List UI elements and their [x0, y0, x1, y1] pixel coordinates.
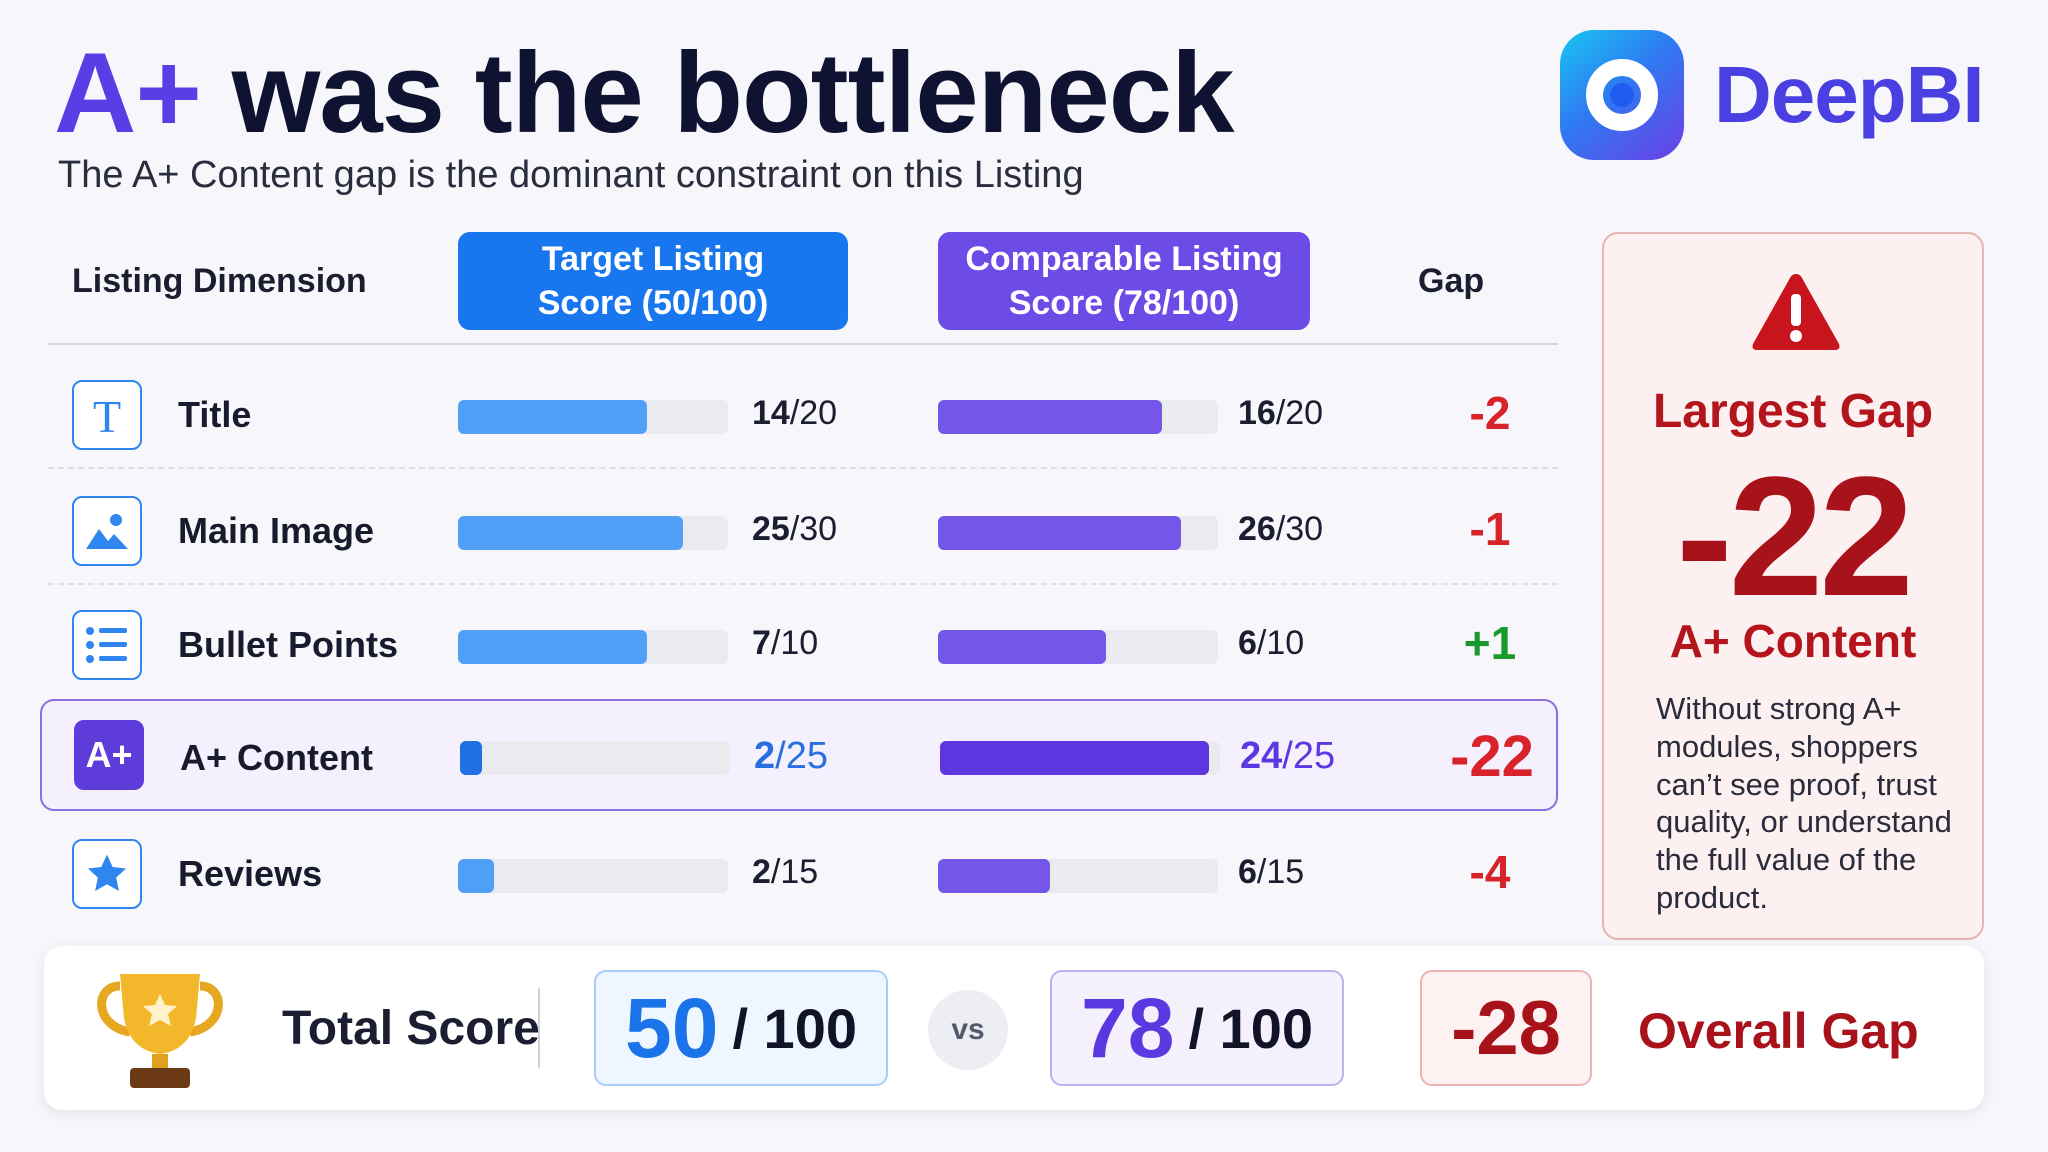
comparable-bar-fill — [938, 516, 1181, 550]
overall-gap-value: -28 — [1451, 985, 1561, 1071]
panel-description: Without strong A+ modules, shoppers can’… — [1656, 691, 1952, 916]
column-header-target-line1: Target Listing — [541, 239, 765, 278]
row-label: Title — [178, 394, 252, 435]
header-divider — [48, 343, 1558, 345]
target-score: 2/25 — [754, 735, 828, 777]
column-header-comparable-line2: Score (78/100) — [1008, 284, 1240, 322]
comparable-bar — [940, 741, 1220, 775]
trophy-icon — [90, 968, 230, 1097]
comparable-score: 26/30 — [1238, 510, 1324, 548]
column-header-dimension: Listing Dimension — [72, 262, 367, 300]
total-target-out-of: / 100 — [732, 996, 857, 1060]
total-comparable-value: 78 — [1081, 980, 1175, 1075]
list-icon — [72, 610, 142, 680]
overall-gap-box: -28 — [1420, 970, 1592, 1086]
column-header-gap: Gap — [1418, 262, 1485, 300]
target-bar-fill — [458, 516, 683, 550]
row-label: Reviews — [178, 853, 323, 894]
row-divider — [48, 467, 1558, 469]
total-comparable-score: 78 / 100 — [1050, 970, 1344, 1086]
panel-title: Largest Gap — [1652, 385, 1934, 438]
title-text: was the bottleneck — [231, 30, 1235, 157]
column-header-target: Target Listing Score (50/100) — [458, 232, 848, 330]
total-target-score: 50 / 100 — [594, 970, 888, 1086]
target-score: 7/10 — [752, 624, 819, 662]
table-row-bullet-points: Bullet Points 7/10 6/10 +1 — [40, 586, 1558, 701]
column-header-comparable-line1: Comparable Listing — [965, 239, 1283, 278]
gap-value: -22 — [1450, 724, 1534, 789]
comparable-bar — [938, 630, 1218, 664]
target-score: 25/30 — [752, 510, 838, 548]
panel-gap-value: -22 — [1676, 442, 1914, 632]
row-divider — [48, 583, 1558, 585]
brand: DeepBI — [1560, 30, 1985, 160]
target-bar — [458, 400, 728, 434]
brand-logo-icon — [1560, 30, 1684, 160]
gap-value: -1 — [1469, 503, 1511, 555]
table-row-title: T Title 14/20 16/20 -2 — [40, 356, 1558, 471]
total-score-bar: Total Score 50 / 100 vs 78 / 100 -28 Ove… — [44, 946, 1984, 1110]
comparable-score: 6/10 — [1238, 624, 1305, 662]
target-score: 2/15 — [752, 853, 819, 891]
brand-name: DeepBI — [1714, 50, 1985, 139]
comparable-bar — [938, 400, 1218, 434]
target-bar — [458, 859, 728, 893]
title-text-icon: T — [72, 380, 142, 450]
gap-value: +1 — [1463, 617, 1517, 669]
total-score-label: Total Score — [282, 1002, 540, 1055]
gap-value: -4 — [1469, 846, 1511, 898]
vs-badge: vs — [928, 990, 1008, 1070]
total-target-value: 50 — [625, 980, 719, 1075]
a-plus-icon: A+ — [74, 720, 144, 790]
target-bar — [460, 741, 730, 775]
total-divider — [538, 988, 540, 1068]
total-comparable-out-of: / 100 — [1188, 996, 1313, 1060]
target-bar-fill — [458, 400, 647, 434]
target-bar-fill — [458, 859, 494, 893]
row-label: Bullet Points — [178, 624, 399, 665]
page-subtitle: The A+ Content gap is the dominant const… — [58, 154, 1084, 196]
comparable-bar — [938, 516, 1218, 550]
target-bar-fill — [460, 741, 482, 775]
comparable-bar — [938, 859, 1218, 893]
column-header-comparable: Comparable Listing Score (78/100) — [938, 232, 1310, 330]
comparable-bar-fill — [938, 630, 1106, 664]
target-bar-fill — [458, 630, 647, 664]
target-bar — [458, 630, 728, 664]
comparable-bar-fill — [938, 859, 1050, 893]
panel-subject: A+ Content — [1669, 615, 1917, 667]
image-icon — [72, 496, 142, 566]
title-accent: A+ — [54, 30, 202, 157]
comparable-score: 6/15 — [1238, 853, 1305, 891]
star-icon — [72, 839, 142, 909]
comparable-score: 24/25 — [1240, 735, 1336, 777]
comparable-bar-fill — [938, 400, 1162, 434]
target-bar — [458, 516, 728, 550]
comparable-score: 16/20 — [1238, 394, 1324, 432]
column-header-target-line2: Score (50/100) — [537, 284, 769, 322]
comparable-bar-fill — [940, 741, 1209, 775]
overall-gap-label: Overall Gap — [1638, 1003, 1919, 1059]
gap-value: -2 — [1469, 387, 1511, 439]
warning-icon — [1750, 270, 1842, 359]
page-title: A+ was the bottleneck — [54, 28, 1235, 159]
table-row-a-plus-content: A+ A+ Content 2/25 24/25 -22 — [40, 699, 1558, 811]
row-label: Main Image — [178, 510, 375, 551]
svg-text:T: T — [93, 392, 121, 438]
row-label: A+ Content — [180, 737, 373, 778]
table-row-reviews: Reviews 2/15 6/15 -4 — [40, 815, 1558, 930]
largest-gap-panel: Largest Gap -22 A+ Content Without stron… — [1602, 232, 1984, 940]
target-score: 14/20 — [752, 394, 838, 432]
table-row-main-image: Main Image 25/30 26/30 -1 — [40, 472, 1558, 587]
